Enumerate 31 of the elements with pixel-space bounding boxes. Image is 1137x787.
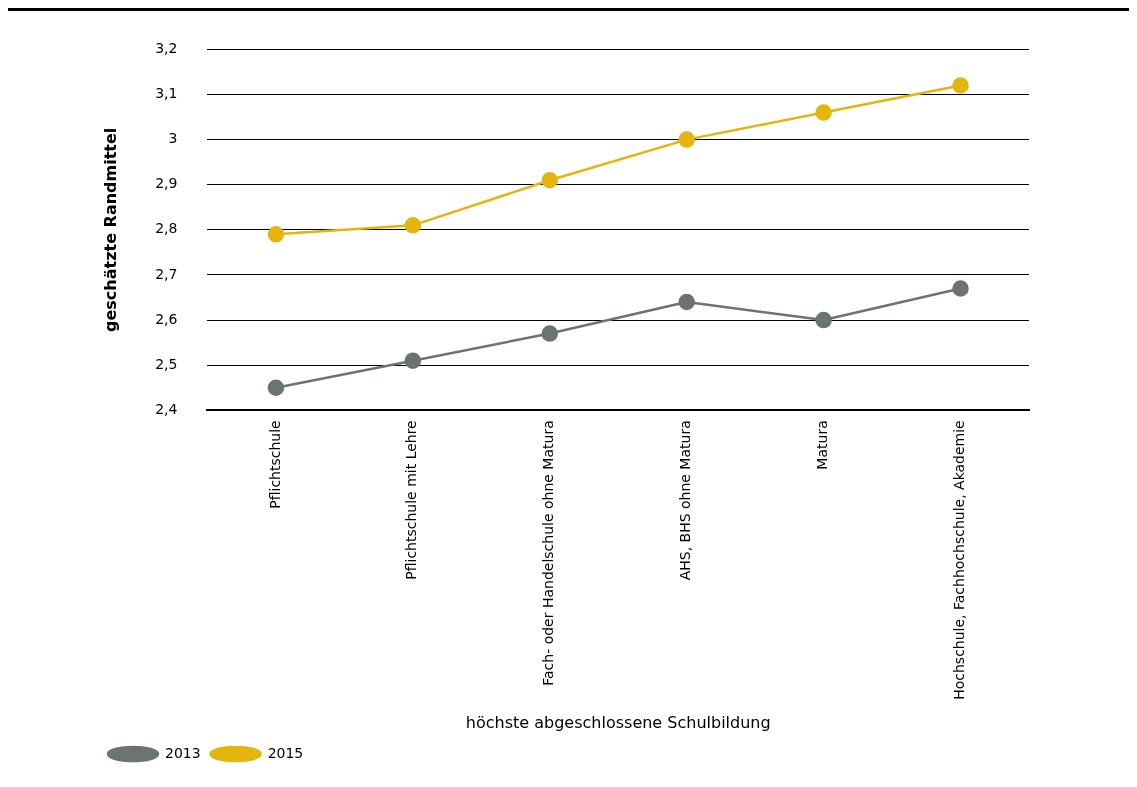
y-axis-title: geschätzte Randmittel	[100, 127, 120, 332]
point	[541, 171, 559, 189]
legend-label: 2013	[165, 744, 201, 761]
y-tick-label: 2,4	[155, 400, 178, 417]
point	[678, 293, 695, 311]
x-tick-label: Hochschule, Fachhochschule, Akademie	[951, 420, 968, 700]
point	[952, 77, 969, 94]
x-tick-label: Pflichtschule	[266, 420, 283, 509]
y-tick-label: 2,7	[155, 265, 178, 282]
point	[541, 325, 559, 342]
y-tick-label: 2,9	[155, 175, 178, 192]
point	[952, 280, 969, 297]
y-tick-label: 3,1	[155, 85, 178, 102]
x-axis-title: höchste abgeschlossene Schulbildung	[465, 712, 771, 732]
point	[267, 379, 285, 396]
point	[678, 131, 695, 148]
y-tick-label: 3	[168, 130, 178, 147]
point	[267, 226, 285, 243]
point	[404, 352, 422, 369]
y-tick-label: 2,8	[155, 220, 178, 237]
x-tick-label: AHS, BHS ohne Matura	[677, 420, 694, 581]
x-tick-label: Fach- oder Handelschule ohne Matura	[540, 420, 557, 686]
y-tick-label: 2,6	[155, 310, 178, 327]
x-tick-label: Matura	[814, 420, 831, 470]
point	[815, 311, 832, 329]
point	[404, 217, 422, 234]
x-tick-label: Pflichtschule mit Lehre	[403, 420, 420, 580]
point	[815, 104, 832, 121]
y-tick-label: 2,5	[155, 355, 178, 372]
legend-label: 2015	[267, 744, 304, 761]
y-tick-label: 3,2	[155, 40, 178, 57]
